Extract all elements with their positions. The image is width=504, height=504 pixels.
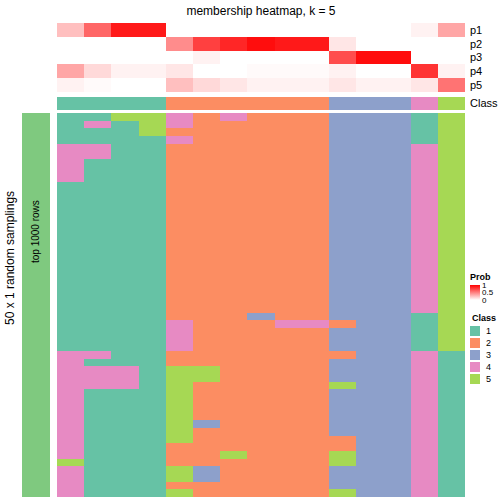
svg-text:p4: p4 [470,65,482,77]
svg-text:p5: p5 [470,79,482,91]
svg-text:1: 1 [486,326,491,336]
svg-text:top 1000 rows: top 1000 rows [30,200,41,263]
svg-text:0.5: 0.5 [482,288,494,297]
svg-text:5: 5 [486,374,491,384]
svg-text:2: 2 [486,338,491,348]
svg-text:Prob: Prob [470,272,491,282]
svg-text:p3: p3 [470,51,482,63]
svg-text:0: 0 [482,296,487,305]
svg-text:50 x 1 random samplings: 50 x 1 random samplings [3,191,17,325]
svg-text:1: 1 [482,281,487,290]
svg-text:4: 4 [486,362,491,372]
svg-text:3: 3 [486,350,491,360]
svg-text:membership heatmap, k = 5: membership heatmap, k = 5 [186,4,335,18]
svg-text:p1: p1 [470,24,482,36]
svg-text:Class: Class [472,313,496,323]
svg-text:p2: p2 [470,38,482,50]
svg-text:Class: Class [470,97,498,109]
